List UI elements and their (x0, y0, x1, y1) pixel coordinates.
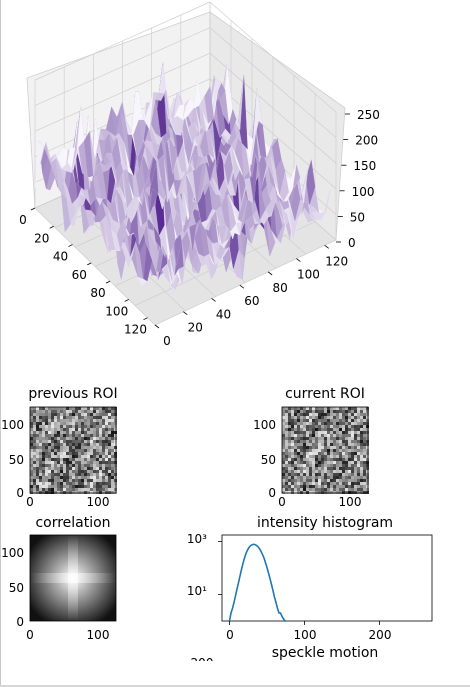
y-tick-label: 0 (163, 334, 171, 348)
hist-ytick-10: 10¹ (187, 584, 207, 598)
clipped-tick-fragment: 200 (191, 656, 214, 670)
surface-plot (34, 62, 331, 291)
x-tick-label: 120 (124, 323, 147, 337)
figure-bottom-border (0, 685, 470, 687)
surface-3d-axes: 0204060801001200204060801001200501001502… (19, 1, 380, 348)
z-tick-label: 250 (357, 108, 380, 122)
speckle-motion-caption: speckle motion (272, 645, 379, 661)
current-roi-title: current ROI (285, 386, 365, 402)
y-tick-label: 80 (272, 281, 287, 295)
hist-ytick-1000: 10³ (187, 532, 207, 546)
histogram-line (228, 543, 287, 622)
x-tick-label: 80 (90, 286, 105, 300)
y-tick-label: 100 (297, 268, 320, 282)
corr-ytick-0: 0 (16, 615, 24, 629)
x-tick-label: 100 (105, 304, 128, 318)
hist-xtick-0: 0 (226, 628, 234, 642)
previous-roi-title: previous ROI (28, 386, 117, 402)
hist-xtick-200: 200 (369, 628, 392, 642)
cur-ytick-50: 50 (261, 453, 276, 467)
prev-xtick-100: 100 (87, 495, 110, 509)
corr-ytick-50: 50 (9, 581, 24, 595)
prev-ytick-50: 50 (9, 453, 24, 467)
z-tick-label: 150 (353, 159, 376, 173)
prev-ytick-0: 0 (16, 486, 24, 500)
correlation-image (29, 534, 117, 622)
y-tick-label: 60 (244, 294, 259, 308)
cur-xtick-100: 100 (339, 495, 362, 509)
corr-xtick-100: 100 (87, 628, 110, 642)
y-tick-label: 40 (216, 307, 231, 321)
correlation-title: correlation (35, 515, 110, 531)
z-tick-label: 100 (352, 185, 375, 199)
partial-tick-label: 200 (191, 656, 214, 670)
cur-xtick-0: 0 (278, 495, 286, 509)
x-tick-label: 20 (34, 231, 49, 245)
current-roi-image (281, 406, 369, 494)
previous-roi-image (29, 406, 117, 494)
cur-ytick-100: 100 (253, 418, 276, 432)
prev-ytick-100: 100 (1, 418, 24, 432)
x-tick-label: 40 (53, 250, 68, 264)
x-tick-label: 0 (19, 213, 27, 227)
cur-ytick-0: 0 (268, 486, 276, 500)
z-tick-label: 0 (348, 236, 356, 250)
corr-xtick-0: 0 (26, 628, 34, 642)
surface-facet (204, 85, 214, 124)
histogram-title: intensity histogram (257, 515, 393, 531)
histogram-axes (221, 534, 433, 622)
prev-xtick-0: 0 (26, 495, 34, 509)
y-tick-label: 120 (325, 254, 348, 268)
y-tick-label: 20 (188, 321, 203, 335)
corr-ytick-100: 100 (1, 546, 24, 560)
figure-left-border (0, 0, 1, 687)
z-tick-label: 50 (350, 210, 365, 224)
hist-xtick-100: 100 (294, 628, 317, 642)
x-tick-label: 60 (72, 268, 87, 282)
z-tick-label: 200 (355, 134, 378, 148)
